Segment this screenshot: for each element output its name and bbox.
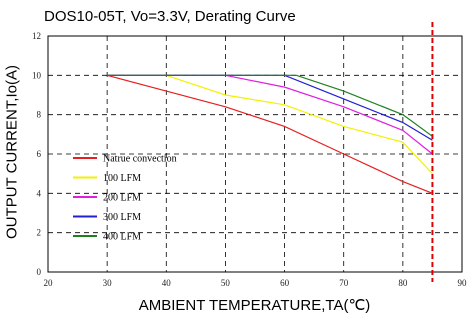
legend-label-4: 400 LFM [103, 232, 141, 243]
series-line-0 [106, 74, 433, 194]
x-tick-label: 90 [458, 278, 468, 288]
y-tick-label: 10 [32, 70, 42, 80]
series-line-3 [107, 74, 433, 141]
x-tick-label: 20 [44, 278, 54, 288]
x-tick-label: 70 [339, 278, 349, 288]
x-tick-label: 40 [162, 278, 172, 288]
chart-title: DOS10-05T, Vo=3.3V, Derating Curve [44, 8, 296, 25]
legend-label-2: 200 LFM [103, 193, 141, 204]
x-tick-label: 60 [280, 278, 290, 288]
y-tick-label: 2 [37, 228, 42, 238]
x-tick-label: 50 [221, 278, 231, 288]
y-tick-label: 0 [37, 267, 42, 277]
x-axis-label: AMBIENT TEMPERATURE,TA(℃) [138, 297, 371, 314]
series-line-4 [107, 74, 433, 137]
y-tick-label: 8 [37, 110, 42, 120]
y-tick-label: 4 [37, 188, 42, 198]
y-tick-label: 12 [32, 31, 41, 41]
legend-label-1: 100 LFM [103, 173, 141, 184]
y-tick-label: 6 [37, 149, 42, 159]
legend-label-3: 300 LFM [103, 212, 141, 223]
x-tick-label: 80 [398, 278, 408, 288]
legend-label-0: Natrue convection [103, 154, 177, 165]
x-tick-label: 30 [103, 278, 113, 288]
